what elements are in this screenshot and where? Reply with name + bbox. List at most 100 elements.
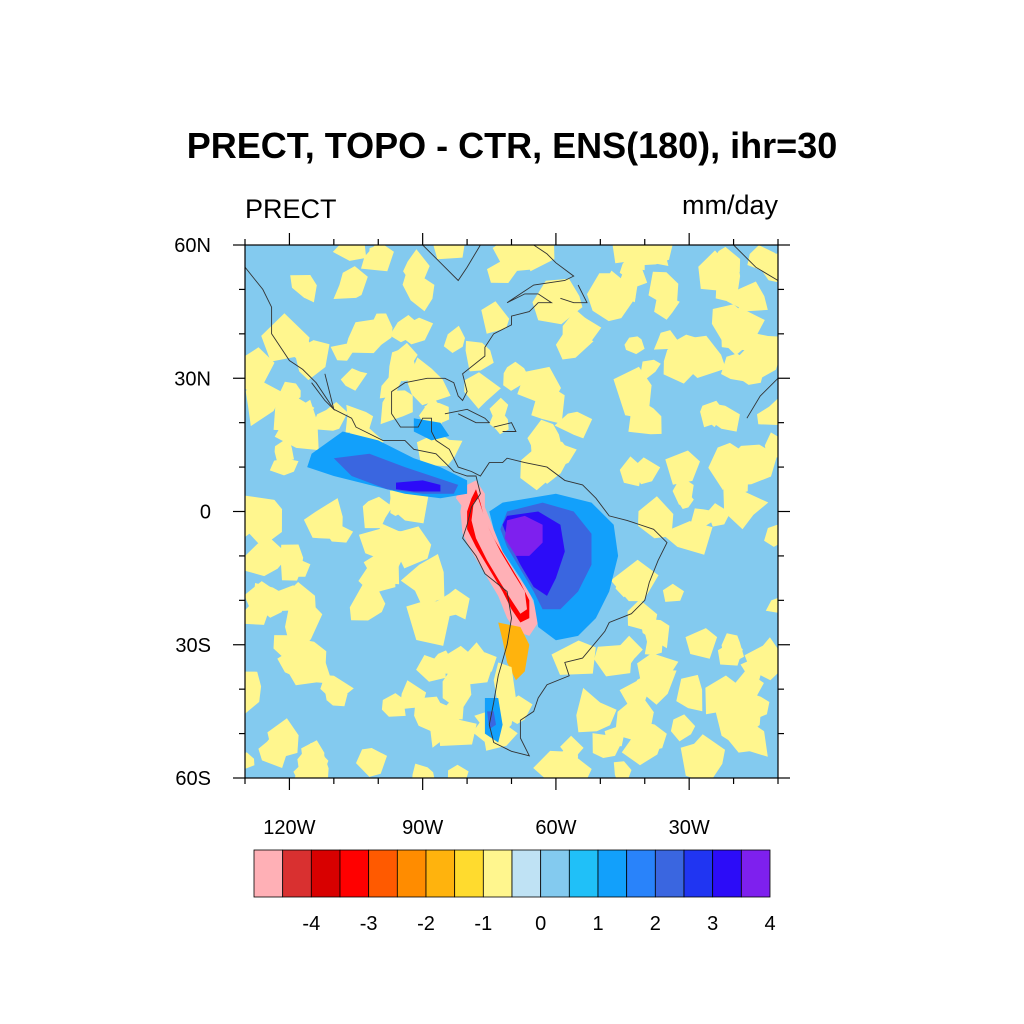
noise-patch	[707, 503, 731, 527]
noise-patch	[362, 496, 393, 529]
noise-patch	[627, 599, 658, 633]
noise-patch	[325, 525, 354, 543]
noise-patch	[245, 381, 283, 427]
noise-patch	[765, 597, 778, 613]
coastline	[560, 284, 588, 304]
itcz-increase-contour	[396, 480, 441, 492]
noise-patch	[677, 488, 694, 509]
colorbar-label: 4	[764, 913, 775, 935]
y-tick-label: 60N	[174, 235, 211, 257]
colorbar-swatch	[310, 849, 341, 898]
noise-patch	[381, 693, 406, 717]
noise-patch	[290, 275, 317, 303]
y-tick-label: 30N	[174, 368, 211, 390]
noise-patch	[613, 761, 632, 778]
noise-patch	[631, 457, 661, 485]
coastline	[733, 245, 778, 281]
coastline	[493, 422, 517, 432]
noise-patch	[532, 278, 583, 325]
noise-patch	[361, 245, 394, 272]
noise-patch	[620, 263, 648, 290]
coastline	[746, 377, 778, 419]
noise-patch	[282, 582, 316, 615]
noise-patch	[400, 554, 445, 606]
noise-patch	[428, 650, 454, 675]
noise-patch	[403, 249, 430, 285]
noise-patch	[721, 353, 757, 382]
colorbar-swatch	[540, 849, 570, 898]
noise-patch	[717, 640, 743, 666]
x-tick-label: 90W	[402, 817, 443, 839]
noise-patch	[435, 588, 470, 620]
noise-patch	[554, 411, 593, 439]
noise-patch	[576, 687, 617, 733]
noise-patch	[764, 524, 778, 547]
noise-patch	[758, 253, 778, 282]
coastline	[422, 245, 481, 282]
andes-decrease-contour	[471, 498, 527, 614]
noise-patch	[648, 271, 679, 307]
coastline	[311, 373, 335, 411]
colorbar-label: -4	[302, 913, 320, 935]
noise-patch	[608, 635, 643, 671]
noise-patch	[362, 564, 391, 591]
noise-patch	[741, 330, 778, 380]
noise-patch	[443, 325, 465, 353]
noise-patch	[379, 373, 402, 399]
noise-patch	[388, 346, 416, 382]
noise-patch	[332, 245, 367, 261]
x-tick-label: 30W	[669, 817, 710, 839]
colorbar-swatch	[454, 849, 484, 898]
x-tick-label: 120W	[263, 817, 315, 839]
noise-patch	[407, 357, 451, 406]
x-tick-label: 60W	[535, 817, 576, 839]
noise-patch	[685, 628, 718, 659]
noise-patch	[446, 645, 478, 685]
noise-patch	[414, 696, 444, 732]
noise-patch	[380, 390, 413, 425]
noise-patch	[764, 432, 778, 458]
noise-patch	[568, 315, 602, 348]
noise-patch	[289, 336, 316, 361]
noise-patch	[412, 763, 435, 778]
colorbar-swatch	[396, 849, 427, 898]
noise-patch	[245, 536, 290, 577]
noise-patch	[757, 398, 778, 425]
colorbar-swatch	[597, 849, 628, 898]
noise-patch	[245, 347, 275, 392]
noise-patch	[258, 736, 289, 768]
precip-anomaly-layer	[307, 418, 619, 743]
noise-patch	[481, 301, 510, 334]
noise-patch	[665, 450, 700, 485]
noise-patch	[444, 693, 464, 720]
noise-patch	[487, 259, 517, 283]
noise-patch	[397, 317, 434, 345]
noise-patch	[676, 674, 703, 712]
noise-patch	[638, 496, 674, 539]
colorbar-label: 3	[707, 913, 718, 935]
noise-patch	[725, 444, 778, 486]
noise-patch	[416, 432, 463, 467]
units-subtitle: mm/day	[682, 190, 779, 220]
noise-patch	[464, 372, 501, 409]
chart-title: PRECT, TOPO - CTR, ENS(180), ihr=30	[187, 125, 838, 166]
noise-patch	[320, 675, 354, 702]
noise-patch	[708, 246, 741, 273]
noise-patch	[344, 318, 393, 354]
noise-patch	[340, 368, 368, 391]
noise-patch	[280, 544, 304, 581]
colorbar-label: -3	[360, 913, 378, 935]
colorbar-swatch	[425, 849, 456, 898]
map-area	[245, 245, 778, 778]
noise-patch	[533, 750, 579, 778]
noise-patch	[438, 719, 477, 746]
noise-patch	[744, 637, 778, 681]
noise-patch	[624, 336, 645, 355]
colorbar-swatch	[282, 849, 312, 898]
noise-patch	[517, 366, 561, 405]
noise-patch	[662, 583, 684, 602]
noise-patch	[636, 669, 677, 705]
noise-patch	[705, 407, 728, 428]
noise-patch	[389, 489, 411, 516]
noise-patch	[619, 456, 643, 487]
